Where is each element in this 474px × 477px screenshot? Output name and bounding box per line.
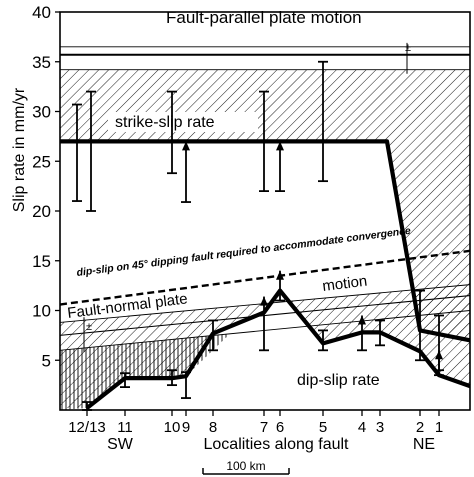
- error-bar-arrow-19: [435, 350, 443, 360]
- x-tick-label-1: 1: [435, 419, 443, 436]
- dip-slip-label: dip-slip rate: [297, 372, 380, 389]
- strike-slip-label-background: [108, 112, 258, 132]
- plus-minus-top: ±: [405, 42, 411, 54]
- x-tick-label-12/13: 12/13: [68, 419, 106, 436]
- series-strike-slip-line: [60, 139, 471, 343]
- y-tick-label-35: 35: [32, 53, 51, 72]
- y-tick-label-15: 15: [32, 252, 51, 271]
- y-tick-label-25: 25: [32, 152, 51, 171]
- y-axis-label: Slip rate in mm/yr: [11, 87, 28, 212]
- convergence-label: dip-slip on 45° dipping fault required t…: [76, 225, 412, 279]
- dip-slip-vertical-hatch-area: [60, 333, 230, 410]
- fault-normal-lower-line: [59, 310, 471, 351]
- x-tick-label-4: 4: [358, 419, 366, 436]
- series-lines: [60, 139, 471, 410]
- x-tick-label-8: 8: [209, 419, 217, 436]
- convergence-dashed-line: [59, 249, 471, 306]
- x-axis: 12/13 11 10 9 8 7 6 5 4 3 2 1: [68, 410, 443, 436]
- error-bar-arrow-3: [182, 141, 190, 151]
- plus-minus-bottom: ±: [86, 321, 92, 333]
- fault-parallel-label: Fault-parallel plate motion: [166, 8, 362, 27]
- x-tick-label-6: 6: [276, 419, 284, 436]
- y-tick-label-10: 10: [32, 302, 51, 321]
- error-bar-arrow-14: [260, 296, 268, 306]
- scale-bar-label: 100 km: [226, 459, 265, 473]
- y-tick-label-20: 20: [32, 202, 51, 221]
- y-axis: 5 10 15 20 25 30 35 40: [32, 3, 60, 370]
- x-tick-label-2: 2: [416, 419, 424, 436]
- series-dip-slip-line: [85, 288, 471, 410]
- x-axis-label: Localities along fault: [204, 436, 350, 453]
- y-tick-label-40: 40: [32, 3, 51, 22]
- error-bar-arrow-5: [276, 141, 284, 151]
- strike-slip-label: strike-slip rate: [115, 114, 215, 131]
- x-tick-label-7: 7: [260, 419, 268, 436]
- scale-bar: 100 km: [202, 459, 290, 475]
- y-tick-label-5: 5: [42, 351, 51, 370]
- y-tick-label-30: 30: [32, 103, 51, 122]
- x-tick-label-3: 3: [376, 419, 384, 436]
- x-tick-label-10: 10: [164, 419, 181, 436]
- dip-slip-label-background: [292, 369, 410, 389]
- fault-normal-center-line: [59, 295, 471, 336]
- error-bars: [72, 60, 444, 411]
- sw-label: SW: [107, 436, 134, 453]
- plate-motion-bands: [59, 42, 471, 352]
- x-tick-label-11: 11: [117, 419, 133, 436]
- error-bar-arrow-17: [358, 315, 366, 325]
- ne-label: NE: [413, 436, 435, 453]
- x-tick-label-9: 9: [182, 419, 190, 436]
- x-tick-label-5: 5: [319, 419, 327, 436]
- motion-label: motion: [321, 273, 368, 295]
- error-bar-arrow-15: [276, 270, 284, 280]
- strike-slip-hatch-area: [60, 69, 470, 341]
